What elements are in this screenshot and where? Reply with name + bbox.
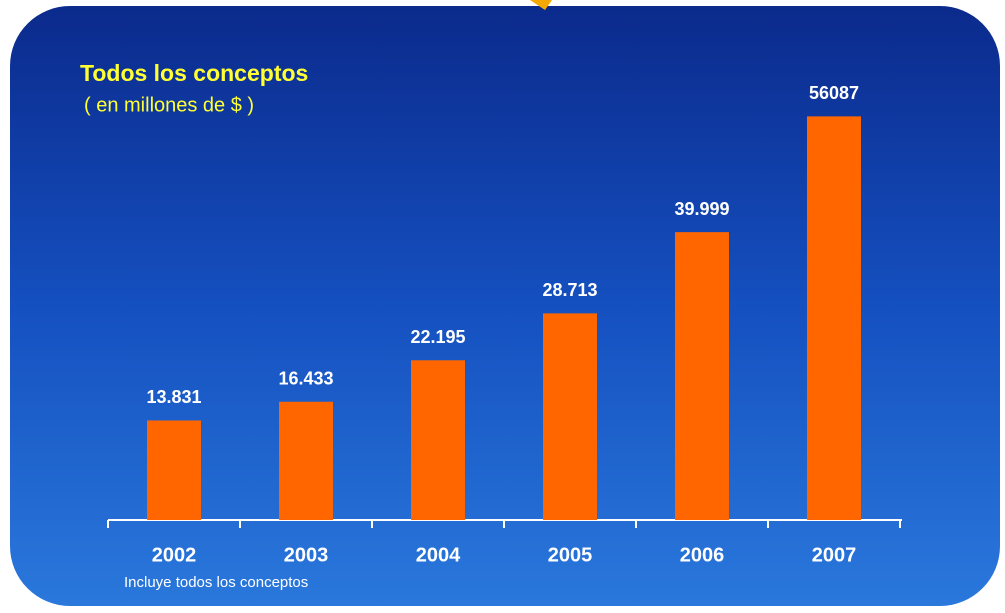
- value-label: 13.831: [146, 387, 201, 407]
- x-tick-label: 2003: [284, 544, 329, 566]
- x-tick-label: 2004: [416, 544, 461, 566]
- bar: [807, 116, 861, 521]
- x-tick-label: 2002: [152, 544, 197, 566]
- x-tick-label: 2005: [548, 544, 593, 566]
- decoration: [530, 0, 552, 10]
- footnote: Incluye todos los conceptos: [124, 574, 308, 591]
- value-label: 39.999: [674, 199, 729, 219]
- bar: [279, 401, 333, 520]
- bar: [411, 360, 465, 520]
- bar: [675, 232, 729, 520]
- bar: [147, 420, 201, 520]
- x-tick-label: 2007: [812, 544, 857, 566]
- chart-title: Todos los conceptos: [80, 60, 308, 86]
- bar: [543, 313, 597, 520]
- background: [10, 6, 1000, 606]
- value-label: 22.195: [410, 327, 465, 347]
- x-tick-label: 2006: [680, 544, 725, 566]
- value-label: 16.433: [278, 368, 333, 388]
- value-label: 56087: [809, 83, 859, 103]
- value-label: 28.713: [542, 280, 597, 300]
- chart-subtitle: ( en millones de $ ): [84, 94, 254, 116]
